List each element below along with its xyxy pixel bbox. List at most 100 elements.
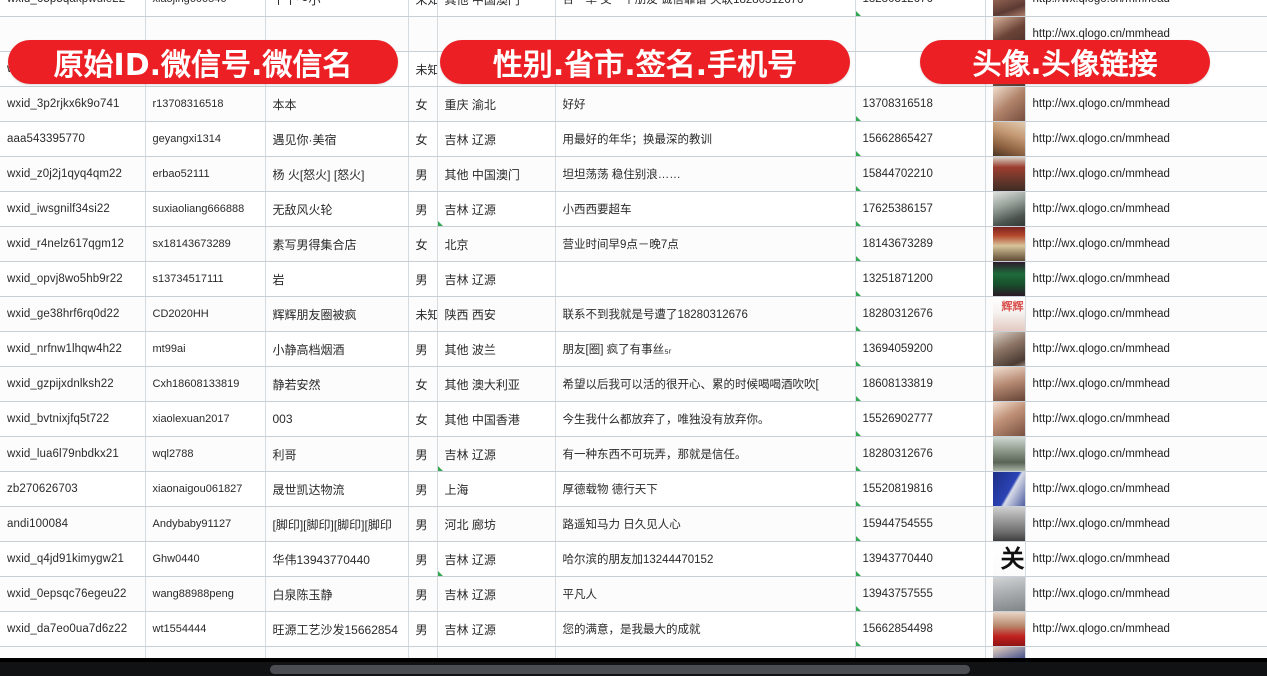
cell-origin[interactable]: wxid_bvtnixjfq5t722 [0, 401, 146, 437]
cell-sex[interactable]: 男 [408, 576, 438, 612]
table-row[interactable]: wxid_q4jd91kimygw21 Ghw0440 华伟13943770440 男… [0, 541, 1267, 577]
cell-sex[interactable]: 男 [408, 331, 438, 367]
cell-phone[interactable]: 13694059200 [855, 331, 986, 367]
cell-wxname[interactable]: 遇见你·美宿 [265, 121, 409, 157]
cell-sign[interactable]: 哈尔滨的朋友加13244470152 [555, 541, 856, 577]
avatar-cell[interactable] [985, 121, 1026, 157]
cell-sex[interactable]: 女 [408, 86, 438, 122]
cell-origin[interactable]: wxid_r4nelz617qgm12 [0, 226, 146, 262]
cell-sex[interactable]: 男 [408, 191, 438, 227]
cell-origin[interactable]: wxid_3p2rjkx6k9o741 [0, 86, 146, 122]
cell-wxname[interactable]: 杨 火[怒火] [怒火] [265, 156, 409, 192]
table-row[interactable]: zb270626703 xiaonaigou061827 晟世凯达物流男上海 厚德载物… [0, 471, 1267, 507]
avatar-cell[interactable]: 关 [985, 541, 1026, 577]
cell-sign[interactable]: 您的满意，是我最大的成就 [555, 611, 856, 647]
table-row[interactable]: aaa543395770 geyangxi1314 遇见你·美宿女吉林 辽源 用最好的… [0, 121, 1267, 157]
cell-origin[interactable]: aaa543395770 [0, 121, 146, 157]
cell-url[interactable]: http://wx.qlogo.cn/mmhead [1025, 121, 1267, 157]
cell-wxname[interactable]: 003 [265, 401, 409, 437]
cell-prov[interactable]: 吉林 辽源 [437, 436, 556, 472]
cell-url[interactable]: http://wx.qlogo.cn/mmhead [1025, 261, 1267, 297]
cell-prov[interactable]: 吉林 辽源 [437, 611, 556, 647]
cell-url[interactable]: http://wx.qlogo.cn/mmhead [1025, 576, 1267, 612]
cell-wxname[interactable]: 小静高档烟酒 [265, 331, 409, 367]
avatar-cell[interactable] [985, 436, 1026, 472]
cell-sign[interactable] [555, 261, 856, 297]
cell-origin[interactable]: wxid_lua6l79nbdkx21 [0, 436, 146, 472]
cell-origin[interactable]: wxid_65p5qakpwuie22 [0, 0, 146, 17]
cell-url[interactable]: http://wx.qlogo.cn/mmhead [1025, 296, 1267, 332]
cell-wxname[interactable]: 华伟13943770440 [265, 541, 409, 577]
cell-wxno[interactable]: xiaonaigou061827 [145, 471, 266, 507]
avatar-cell[interactable] [985, 331, 1026, 367]
cell-wxname[interactable]: 静若安然 [265, 366, 409, 402]
cell-sex[interactable]: 男 [408, 541, 438, 577]
cell-wxno[interactable]: geyangxi1314 [145, 121, 266, 157]
cell-wxno[interactable]: CD2020HH [145, 296, 266, 332]
cell-sign[interactable]: 路遥知马力 日久见人心 [555, 506, 856, 542]
table-row[interactable]: wxid_gzpijxdnlksh22 Cxh18608133819 静若安然女其他… [0, 366, 1267, 402]
cell-prov[interactable]: 吉林 辽源 [437, 541, 556, 577]
cell-prov[interactable]: 河北 廊坊 [437, 506, 556, 542]
table-row[interactable]: wxid_ge38hrf6rq0d22CD2020HH辉辉朋友圈被疯未知陕西 西… [0, 296, 1267, 332]
cell-origin[interactable]: wxid_q4jd91kimygw21 [0, 541, 146, 577]
cell-sex[interactable]: 男 [408, 156, 438, 192]
cell-sex[interactable]: 女 [408, 401, 438, 437]
cell-phone[interactable]: 15844702210 [855, 156, 986, 192]
cell-wxno[interactable]: wql2788 [145, 436, 266, 472]
horizontal-scrollbar[interactable] [0, 662, 1267, 676]
cell-phone[interactable]: 17625386157 [855, 191, 986, 227]
cell-origin[interactable]: wxid_gzpijxdnlksh22 [0, 366, 146, 402]
table-row[interactable]: wxid_65p5qakpwuie22xiaojing600546丫丫～小未知其… [0, 0, 1267, 17]
cell-sex[interactable]: 男 [408, 506, 438, 542]
cell-wxno[interactable]: wang88988peng [145, 576, 266, 612]
cell-phone[interactable]: 13943757555 [855, 576, 986, 612]
cell-sign[interactable]: 坦坦荡荡 稳住别浪…… [555, 156, 856, 192]
cell-phone[interactable]: 18280312676 [855, 296, 986, 332]
cell-sex[interactable]: 未知 [408, 51, 438, 87]
cell-prov[interactable]: 其他 波兰 [437, 331, 556, 367]
cell-phone[interactable]: 18608133819 [855, 366, 986, 402]
avatar-cell[interactable] [985, 226, 1026, 262]
cell-phone[interactable]: 13708316518 [855, 86, 986, 122]
cell-wxname[interactable]: 无敌风火轮 [265, 191, 409, 227]
cell-url[interactable]: http://wx.qlogo.cn/mmhead [1025, 226, 1267, 262]
cell-sex[interactable]: 男 [408, 261, 438, 297]
cell-sign[interactable]: 今生我什么都放弃了，唯独没有放弃你。 [555, 401, 856, 437]
cell-sex[interactable]: 男 [408, 471, 438, 507]
cell-wxno[interactable]: wt1554444 [145, 611, 266, 647]
cell-sign[interactable]: 有一种东西不可玩弄，那就是信任。 [555, 436, 856, 472]
cell-wxname[interactable]: 利哥 [265, 436, 409, 472]
cell-phone[interactable]: 15944754555 [855, 506, 986, 542]
cell-prov[interactable]: 北京 [437, 226, 556, 262]
table-row[interactable]: wxid_nrfnw1lhqw4h22 mt99ai 小静高档烟酒男其他 波兰 朋友[… [0, 331, 1267, 367]
avatar-cell[interactable] [985, 261, 1026, 297]
cell-wxname[interactable]: 旺源工艺沙发15662854 [265, 611, 409, 647]
cell-wxname[interactable]: [脚印][脚印][脚印][脚印 [265, 506, 409, 542]
table-row[interactable]: wxid_iwsgnilf34si22 suxiaoliang666888 无敌风火… [0, 191, 1267, 227]
cell-sign[interactable]: 好好 [555, 86, 856, 122]
cell-origin[interactable]: wxid_opvj8wo5hb9r22 [0, 261, 146, 297]
cell-prov[interactable]: 其他 澳大利亚 [437, 366, 556, 402]
cell-url[interactable]: http://wx.qlogo.cn/mmhead [1025, 191, 1267, 227]
avatar-cell[interactable] [985, 506, 1026, 542]
cell-prov[interactable]: 吉林 辽源 [437, 191, 556, 227]
cell-sign[interactable]: 联系不到我就是号遭了18280312676 [555, 296, 856, 332]
cell-sign[interactable]: 朋友[圈] 疯了有事丝₅ᵣ [555, 331, 856, 367]
avatar-cell[interactable]: 辉辉 [985, 296, 1026, 332]
cell-prov[interactable]: 吉林 辽源 [437, 261, 556, 297]
avatar-cell[interactable] [985, 576, 1026, 612]
cell-phone[interactable]: 18143673289 [855, 226, 986, 262]
avatar-cell[interactable] [985, 471, 1026, 507]
table-row[interactable]: wxid_opvj8wo5hb9r22 s13734517111 岩男吉林 辽源 13… [0, 261, 1267, 297]
table-row[interactable]: wxid_bvtnixjfq5t722 xiaolexuan2017 003 女其他 … [0, 401, 1267, 437]
avatar-cell[interactable] [985, 401, 1026, 437]
cell-sex[interactable]: 未知 [408, 296, 438, 332]
cell-phone[interactable]: 13251871200 [855, 261, 986, 297]
cell-prov[interactable]: 其他 中国澳门 [437, 156, 556, 192]
cell-wxno[interactable]: s13734517111 [145, 261, 266, 297]
cell-url[interactable]: http://wx.qlogo.cn/mmhead [1025, 436, 1267, 472]
cell-phone[interactable]: 13943770440 [855, 541, 986, 577]
cell-sign[interactable]: 营业时间早9点－晚7点 [555, 226, 856, 262]
table-row[interactable]: wxid_da7eo0ua7d6z22 wt1554444 旺源工艺沙发156628… [0, 611, 1267, 647]
